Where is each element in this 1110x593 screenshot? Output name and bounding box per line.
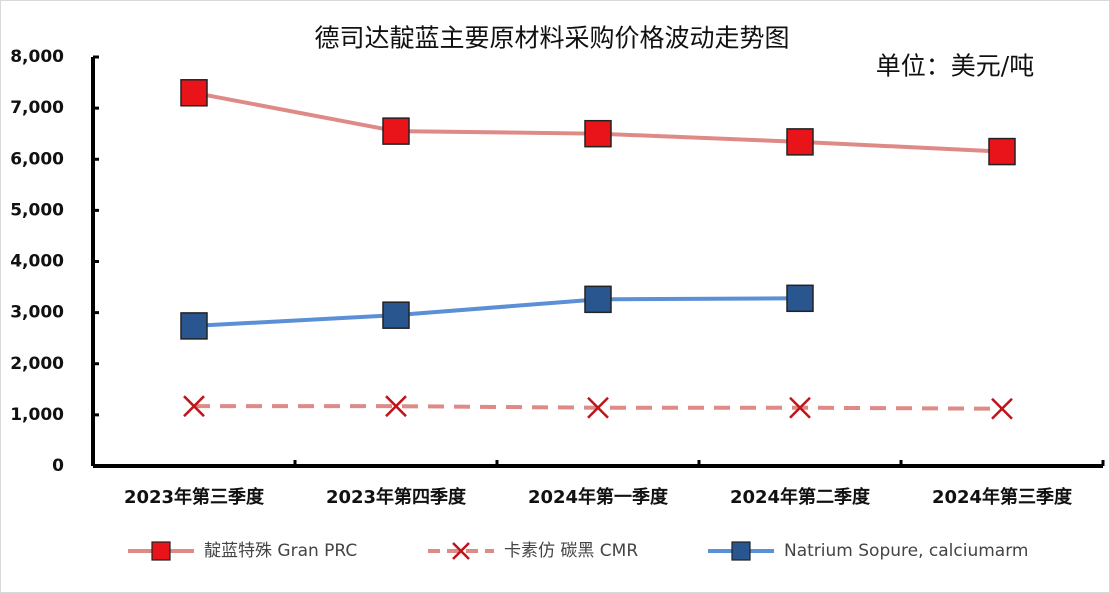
x-tick-label: 2024年第一季度 [528,486,669,508]
x-tick-label: 2023年第三季度 [124,486,265,508]
legend-marker [731,541,751,561]
legend-marker [452,542,470,560]
series-line [193,296,801,328]
legend-marker [151,541,171,561]
marker [180,312,208,340]
legend-label: 卡素仿 碳黑 CMR [504,541,638,561]
marker-x [991,397,1013,420]
y-tick-label: 3,000 [10,303,64,323]
legend-item: Natrium Sopure, calciumarm [708,541,1028,561]
y-tick-label: 2,000 [10,354,64,374]
marker [789,396,811,419]
marker [183,395,205,418]
marker-x [587,396,609,419]
x-tick-label: 2024年第二季度 [730,486,871,508]
legend-item: 靛蓝特殊 Gran PRC [128,541,357,561]
marker [991,397,1013,420]
x-tick-label: 2024年第三季度 [932,486,1073,508]
y-tick-label: 0 [52,456,64,476]
unit-annotation: 单位：美元/吨 [876,52,1034,81]
y-tick-label: 1,000 [10,405,64,425]
marker [382,117,410,145]
y-tick-label: 4,000 [10,252,64,272]
marker [584,119,612,148]
y-tick-label: 5,000 [10,200,64,220]
y-tick-label: 8,000 [10,47,64,67]
legend-item: 卡素仿 碳黑 CMR [428,541,638,561]
legend-label: Natrium Sopure, calciumarm [784,541,1028,561]
marker [180,79,208,107]
marker-x [789,396,811,419]
marker [786,284,814,313]
marker [584,285,612,314]
marker [382,301,410,329]
y-tick-label: 6,000 [10,149,64,169]
marker [786,128,814,156]
x-tick-label: 2023年第四季度 [326,486,467,508]
marker [385,395,407,418]
marker [587,396,609,419]
marker-x [385,395,407,418]
chart-title: 德司达靛蓝主要原材料采购价格波动走势图 [314,24,789,53]
y-tick-label: 7,000 [10,98,64,118]
legend-label: 靛蓝特殊 Gran PRC [204,541,357,561]
marker-x [183,395,205,418]
marker [988,137,1016,166]
